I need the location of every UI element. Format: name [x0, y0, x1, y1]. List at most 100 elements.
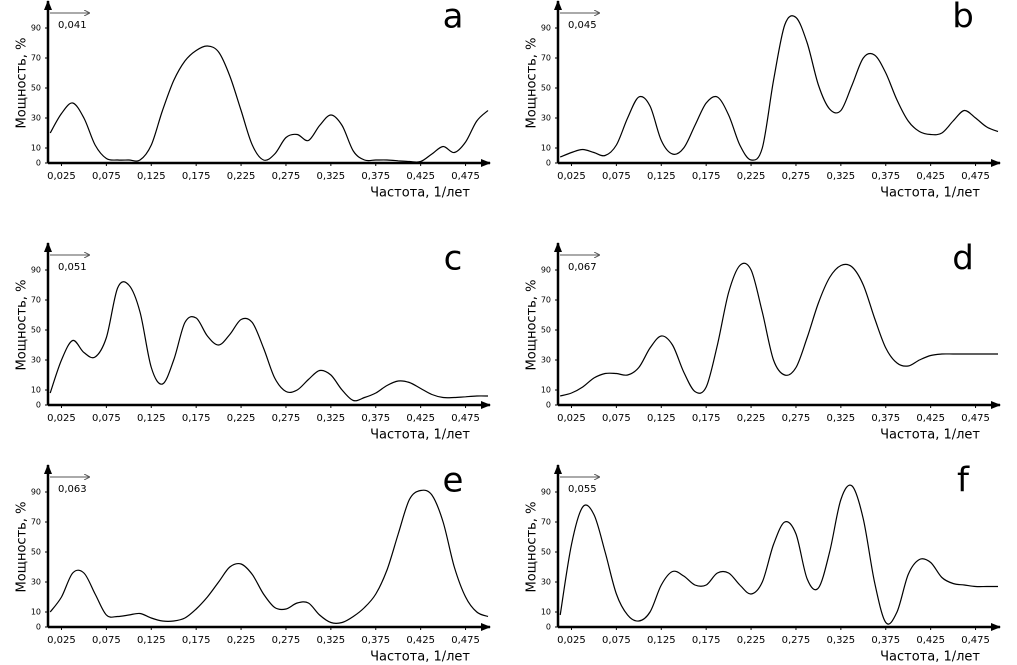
y-tick-label: 10	[541, 608, 551, 617]
x-tick-label: 0,275	[782, 413, 811, 424]
y-tick-label: 0	[546, 623, 551, 632]
y-axis-label: Мощность, %	[525, 502, 540, 593]
x-tick-label: 0,075	[602, 171, 631, 182]
x-tick-label: 0,275	[272, 413, 301, 424]
x-tick-label: 0,275	[782, 171, 811, 182]
y-tick-label: 30	[541, 356, 551, 365]
x-tick-label: 0,325	[317, 413, 346, 424]
annotation: 0,067	[568, 262, 597, 273]
annotation: 0,041	[58, 20, 87, 31]
y-tick-label: 70	[31, 518, 41, 527]
x-tick-label: 0,325	[317, 635, 346, 646]
x-tick-label: 0,225	[737, 171, 766, 182]
x-tick-label: 0,175	[692, 635, 721, 646]
annotation: 0,055	[568, 484, 597, 495]
x-tick-label: 0,425	[916, 171, 945, 182]
x-tick-label: 0,275	[272, 635, 301, 646]
series-line	[49, 281, 489, 402]
x-tick-label: 0,225	[227, 635, 256, 646]
x-axis-label: Частота, 1/лет	[880, 650, 980, 665]
x-tick-label: 0,475	[961, 635, 990, 646]
y-tick-label: 50	[541, 326, 551, 335]
series-line	[559, 15, 999, 161]
annotation: 0,063	[58, 484, 87, 495]
x-tick-label: 0,125	[137, 635, 166, 646]
x-tick-label: 0,125	[647, 171, 676, 182]
y-tick-label: 30	[31, 356, 41, 365]
series-line	[49, 45, 489, 163]
x-tick-label: 0,425	[406, 171, 435, 182]
x-tick-label: 0,225	[227, 171, 256, 182]
y-tick-label: 10	[31, 144, 41, 153]
x-tick-label: 0,375	[361, 413, 390, 424]
x-tick-label: 0,225	[737, 413, 766, 424]
x-tick-label: 0,175	[182, 171, 211, 182]
y-tick-label: 0	[546, 401, 551, 410]
x-tick-label: 0,275	[272, 171, 301, 182]
x-tick-label: 0,075	[602, 635, 631, 646]
y-tick-label: 10	[541, 386, 551, 395]
x-tick-label: 0,175	[692, 413, 721, 424]
y-tick-label: 50	[31, 326, 41, 335]
y-tick-label: 30	[541, 114, 551, 123]
panel-letter: e	[443, 461, 464, 501]
y-tick-label: 70	[31, 54, 41, 63]
x-tick-label: 0,475	[961, 413, 990, 424]
y-tick-label: 10	[31, 386, 41, 395]
panel: 0,025 0,075 0,125 0,175 0,225 0,275 0,325 0,375…	[15, 0, 491, 201]
y-axis-label: Мощность, %	[15, 280, 30, 371]
x-tick-label: 0,175	[182, 635, 211, 646]
y-tick-label: 90	[31, 488, 41, 497]
x-tick-label: 0,475	[451, 413, 480, 424]
y-tick-label: 0	[36, 401, 41, 410]
annotation: 0,051	[58, 262, 87, 273]
y-tick-label: 50	[541, 548, 551, 557]
panel: 0,025 0,075 0,125 0,175 0,225 0,275 0,325 0,375…	[15, 239, 491, 443]
panel-letter: a	[443, 0, 464, 37]
y-tick-label: 90	[541, 266, 551, 275]
x-tick-label: 0,475	[961, 171, 990, 182]
y-tick-label: 10	[541, 144, 551, 153]
x-tick-label: 0,075	[92, 413, 121, 424]
y-tick-label: 50	[541, 84, 551, 93]
x-tick-label: 0,425	[916, 635, 945, 646]
x-tick-label: 0,125	[647, 413, 676, 424]
x-tick-label: 0,325	[827, 413, 856, 424]
x-tick-label: 0,325	[317, 171, 346, 182]
x-tick-label: 0,425	[406, 413, 435, 424]
x-tick-label: 0,425	[406, 635, 435, 646]
annotation: 0,045	[568, 20, 597, 31]
panel: 0,025 0,075 0,125 0,175 0,225 0,275 0,325 0,375…	[525, 239, 1001, 443]
y-tick-label: 50	[31, 548, 41, 557]
series-line	[560, 262, 998, 397]
panel-letter: d	[952, 239, 974, 279]
x-tick-label: 0,225	[227, 413, 256, 424]
y-tick-label: 90	[541, 488, 551, 497]
x-tick-label: 0,075	[92, 171, 121, 182]
x-axis-label: Частота, 1/лет	[370, 186, 470, 201]
x-tick-label: 0,075	[92, 635, 121, 646]
y-tick-label: 70	[541, 54, 551, 63]
panel: 0,025 0,075 0,125 0,175 0,225 0,275 0,325 0,375…	[15, 461, 491, 665]
y-axis-label: Мощность, %	[525, 38, 540, 129]
x-tick-label: 0,025	[47, 171, 76, 182]
x-tick-label: 0,025	[47, 635, 76, 646]
y-tick-label: 90	[31, 266, 41, 275]
x-tick-label: 0,375	[871, 171, 900, 182]
y-tick-label: 10	[31, 608, 41, 617]
y-tick-label: 0	[546, 159, 551, 168]
x-tick-label: 0,125	[137, 413, 166, 424]
x-tick-label: 0,225	[737, 635, 766, 646]
y-tick-label: 30	[541, 578, 551, 587]
x-tick-label: 0,175	[182, 413, 211, 424]
x-tick-label: 0,175	[692, 171, 721, 182]
panel-letter: c	[444, 239, 463, 279]
x-tick-label: 0,125	[137, 171, 166, 182]
y-tick-label: 50	[31, 84, 41, 93]
y-tick-label: 70	[541, 296, 551, 305]
x-tick-label: 0,325	[827, 635, 856, 646]
x-tick-label: 0,475	[451, 171, 480, 182]
y-axis-label: Мощность, %	[15, 38, 30, 129]
x-tick-label: 0,275	[782, 635, 811, 646]
x-tick-label: 0,375	[361, 171, 390, 182]
